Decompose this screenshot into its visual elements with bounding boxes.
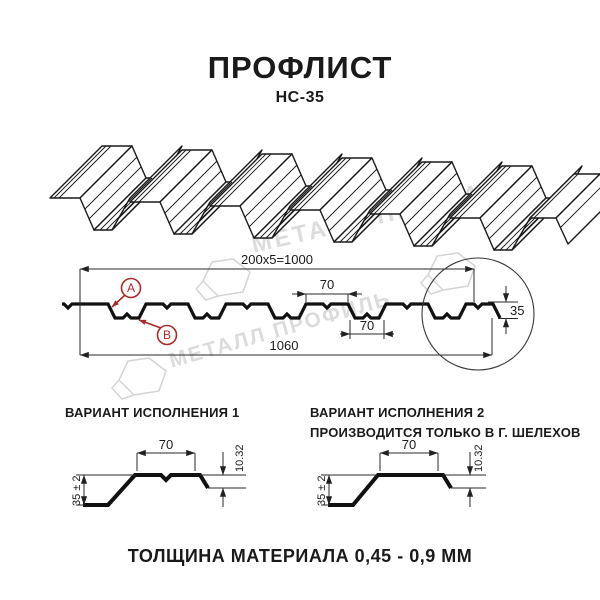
dim-v2-width: 70	[402, 437, 416, 452]
dim-v1-lip: 10.32	[234, 444, 246, 472]
logo-watermark	[111, 357, 167, 400]
marker-a-label: A	[127, 281, 135, 295]
marker-b-label: B	[163, 328, 171, 342]
dim-v2-height: 35 ± 2	[316, 475, 328, 506]
profile-outline	[62, 302, 502, 320]
variant-2-drawing: 70 35 ± 2 10.32	[316, 437, 486, 507]
dim-overall-width: 1060	[270, 338, 299, 353]
cross-section: 200x5=1000 1060 70 70 35	[62, 252, 535, 371]
variant-2-heading-line1: ВАРИАНТ ИСПОЛНЕНИЯ 2	[310, 405, 485, 420]
dim-v1-width: 70	[159, 437, 173, 452]
page-title: ПРОФЛИСТ	[207, 50, 393, 85]
dim-crest-width: 70	[320, 277, 334, 292]
detail-circle	[421, 257, 535, 371]
material-thickness-note: ТОЛЩИНА МАТЕРИАЛА 0,45 - 0,9 ММ	[127, 546, 473, 566]
dim-working-width: 200x5=1000	[241, 252, 313, 267]
variant-1-heading: ВАРИАНТ ИСПОЛНЕНИЯ 1	[65, 405, 240, 420]
dim-valley-width: 70	[360, 318, 374, 333]
profile-code: НС-35	[275, 89, 325, 106]
variant-2-heading-line2: ПРОИЗВОДИТСЯ ТОЛЬКО В Г. ШЕЛЕХОВ	[310, 425, 581, 440]
variant-2-heading: ВАРИАНТ ИСПОЛНЕНИЯ 2 ПРОИЗВОДИТСЯ ТОЛЬКО…	[310, 403, 581, 443]
dim-profile-height: 35	[510, 303, 524, 318]
marker-a: A	[111, 277, 142, 308]
dim-v2-lip: 10.32	[473, 444, 485, 472]
dim-v1-height: 35 ± 2	[71, 475, 83, 506]
marker-b: B	[138, 319, 178, 346]
variant-1-drawing: 70 35 ± 2 10.32	[71, 437, 246, 507]
sheet-3d-view	[49, 145, 600, 251]
